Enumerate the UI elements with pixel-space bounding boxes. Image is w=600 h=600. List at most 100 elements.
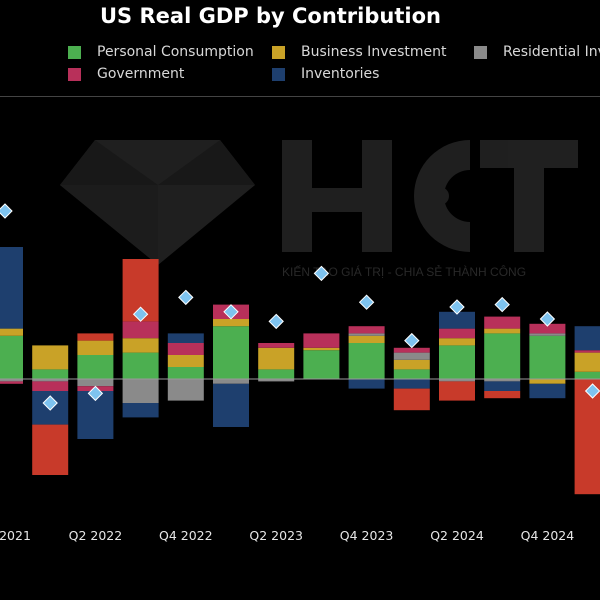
bar-segment-business-investment	[258, 347, 295, 370]
total-gdp-marker	[358, 294, 375, 310]
bar-segment-inventories	[439, 311, 475, 329]
bar-segment-government	[0, 381, 23, 384]
total-gdp-marker	[223, 304, 239, 320]
bar-segment-personal-consumption	[258, 369, 295, 379]
bar-segment-residential-inv	[484, 379, 521, 382]
bar-segment-government	[484, 316, 521, 329]
bar-segment-personal-consumption	[167, 367, 204, 379]
bar-segment-residential-inv	[393, 352, 430, 360]
bar-segment-net-exports	[393, 388, 430, 411]
bar-segment-residential-inv	[439, 379, 475, 382]
bar-segment-inventories	[529, 383, 566, 399]
bar-segment-business-investment	[303, 347, 340, 351]
total-gdp-marker	[0, 203, 13, 219]
total-markers-layer	[0, 203, 600, 411]
legend-item-personal-consumption: Personal Consumption	[68, 44, 254, 60]
bar-segment-residential-inv	[32, 379, 69, 382]
legend-item-residential-investment: Residential Inv	[474, 44, 600, 60]
bar-segment-net-exports	[77, 333, 114, 341]
bar-segment-government	[393, 347, 430, 353]
bar-segment-business-investment	[574, 352, 600, 372]
bar-segment-inventories	[484, 381, 521, 391]
bar-segment-personal-consumption	[529, 335, 566, 379]
watermark-tagline: KIẾN TẠO GIÁ TRỊ - CHIA SẺ THÀNH CÔNG	[282, 264, 526, 279]
chart-legend: Personal Consumption Business Investment…	[0, 44, 600, 88]
total-gdp-marker	[132, 306, 149, 322]
bar-segment-personal-consumption	[303, 350, 340, 379]
total-gdp-marker	[449, 299, 465, 315]
legend-item-government: Government	[68, 66, 184, 82]
legend-swatch	[68, 67, 81, 81]
bar-segment-inventories	[348, 379, 385, 389]
total-gdp-marker	[584, 383, 600, 399]
bar-segment-personal-consumption	[0, 335, 23, 379]
bar-segment-personal-consumption	[574, 371, 600, 379]
x-axis-tick-labels: 2021 Q2 2022 Q4 2022 Q2 2023 Q4 2023 Q2 2024 Q…	[0, 528, 574, 543]
bar-segment-business-investment	[0, 328, 23, 336]
bar-segment-government	[529, 323, 566, 334]
bars-layer	[0, 247, 600, 495]
bar-segment-residential-inv	[348, 333, 385, 336]
watermark-dot	[431, 187, 449, 205]
bar-segment-government	[167, 343, 204, 355]
watermark-letter-h	[282, 140, 392, 252]
bar-segment-business-investment	[393, 359, 430, 370]
bar-segment-government	[574, 350, 600, 353]
total-gdp-marker	[178, 289, 194, 306]
x-tick-label: Q2 2024	[430, 528, 484, 543]
bar-segment-government	[303, 333, 340, 348]
chart-title: US Real GDP by Contribution	[100, 4, 441, 28]
plot-top-border	[0, 96, 600, 97]
bar-segment-inventories	[393, 379, 430, 389]
bar-segment-residential-inv	[0, 379, 23, 382]
bar-segment-government	[122, 321, 159, 339]
bar-segment-inventories	[122, 403, 159, 418]
bar-segment-government	[348, 326, 385, 334]
bar-segment-business-investment	[32, 345, 69, 370]
bar-segment-government	[32, 381, 69, 391]
legend-item-inventories: Inventories	[272, 66, 379, 82]
bar-segment-inventories	[213, 383, 249, 427]
legend-swatch	[272, 45, 285, 59]
x-tick-label: Q2 2023	[249, 528, 303, 543]
bar-segment-business-investment	[348, 335, 385, 343]
legend-label: Personal Consumption	[97, 44, 254, 60]
bar-segment-government	[258, 343, 295, 348]
total-gdp-marker	[87, 385, 104, 402]
legend-label: Residential Inv	[503, 44, 600, 60]
total-gdp-marker	[268, 313, 284, 330]
bar-segment-government	[439, 328, 475, 339]
x-tick-label: Q4 2023	[340, 528, 394, 543]
bar-segment-personal-consumption	[32, 369, 69, 379]
bar-segment-business-investment	[484, 328, 521, 334]
bar-segment-personal-consumption	[393, 369, 430, 379]
legend-label: Government	[97, 66, 185, 82]
legend-swatch	[474, 45, 487, 59]
bar-segment-personal-consumption	[77, 355, 114, 379]
bar-segment-business-investment	[529, 379, 566, 384]
x-tick-label: Q4 2022	[159, 528, 213, 543]
watermark-diamond-facet	[60, 185, 158, 265]
bar-segment-residential-inv	[529, 333, 566, 336]
x-tick-label: 2021	[0, 528, 31, 543]
total-gdp-marker	[404, 332, 420, 349]
x-tick-label: Q2 2022	[69, 528, 123, 543]
bar-segment-residential-inv	[167, 379, 204, 401]
bar-segment-net-exports	[439, 381, 475, 401]
bar-segment-residential-inv	[258, 379, 295, 382]
legend-item-business-investment: Business Investment	[272, 44, 446, 60]
legend-swatch	[272, 67, 285, 81]
bar-segment-net-exports	[574, 379, 600, 495]
watermark-diamond-facet	[60, 140, 158, 185]
bar-segment-personal-consumption	[348, 343, 385, 379]
watermark-diamond-facet	[158, 140, 255, 185]
bar-segment-personal-consumption	[213, 326, 249, 379]
x-tick-label: Q4 2024	[521, 528, 575, 543]
bar-segment-net-exports	[32, 424, 69, 475]
bar-segment-business-investment	[122, 338, 159, 353]
bar-segment-business-investment	[167, 355, 204, 367]
watermark-letter-t	[480, 140, 578, 252]
bar-segment-residential-inv	[77, 379, 114, 387]
bar-segment-business-investment	[213, 319, 249, 327]
